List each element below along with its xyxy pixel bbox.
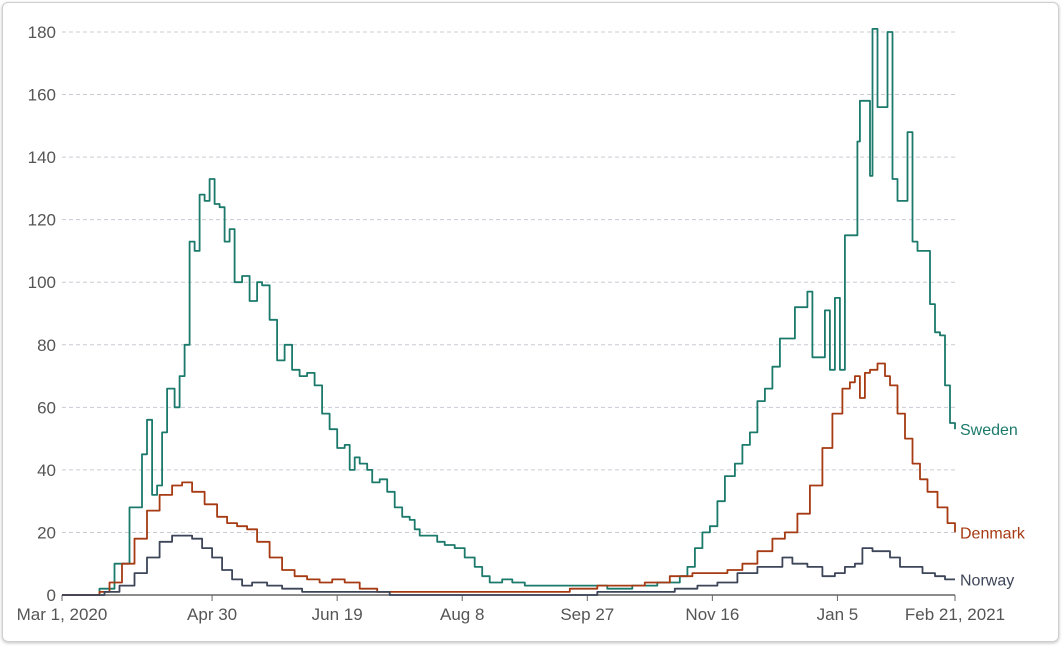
- x-tick-label: Mar 1, 2020: [17, 605, 108, 624]
- series-labels: Sweden Denmark Norway: [960, 422, 1026, 589]
- series-line-denmark: [62, 362, 956, 596]
- y-tick-label: 100: [28, 273, 56, 292]
- y-tick-label: 40: [37, 461, 56, 480]
- x-tick-label: Feb 21, 2021: [905, 605, 1005, 624]
- series-label-norway: Norway: [960, 572, 1014, 589]
- series-label-sweden: Sweden: [960, 422, 1018, 439]
- y-axis: 0 20 40 60 80 100 120 140 160 180: [28, 23, 56, 605]
- y-tick-label: 140: [28, 148, 56, 167]
- series-label-denmark: Denmark: [960, 525, 1026, 542]
- series-lines: [62, 28, 956, 596]
- y-tick-label: 20: [37, 523, 56, 542]
- y-tick-label: 160: [28, 86, 56, 105]
- y-tick-label: 80: [37, 336, 56, 355]
- x-tick-label: Nov 16: [685, 605, 739, 624]
- y-tick-label: 120: [28, 211, 56, 230]
- y-tick-label: 180: [28, 23, 56, 42]
- x-tick-label: Jun 19: [312, 605, 363, 624]
- x-tick-label: Sep 27: [560, 605, 614, 624]
- series-line-norway: [62, 534, 955, 596]
- x-tick-label: Jan 5: [817, 605, 859, 624]
- x-tick-label: Apr 30: [187, 605, 237, 624]
- grid-lines: [62, 31, 955, 596]
- x-tick-label: Aug 8: [440, 605, 484, 624]
- x-axis: Mar 1, 2020 Apr 30 Jun 19 Aug 8 Sep 27 Nov 16…: [17, 595, 1005, 624]
- series-line-sweden: [62, 28, 956, 596]
- y-tick-label: 60: [37, 398, 56, 417]
- y-tick-label: 0: [47, 586, 56, 605]
